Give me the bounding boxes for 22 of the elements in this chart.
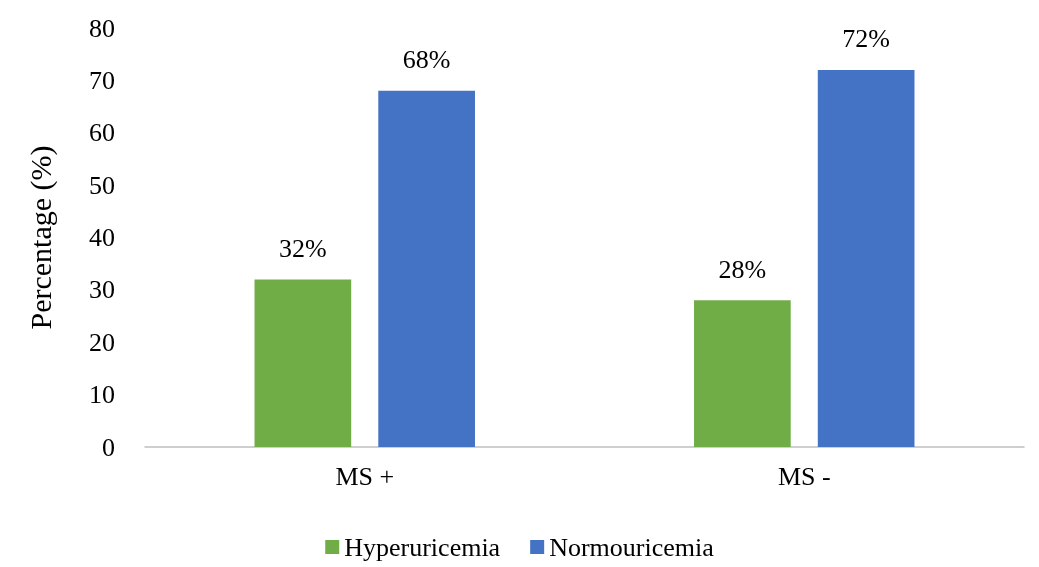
- legend-label: Normouricemia: [549, 532, 715, 562]
- bar: [694, 300, 791, 447]
- y-tick-label: 20: [89, 327, 115, 357]
- x-tick-label: MS -: [777, 461, 831, 491]
- y-tick-label: 10: [89, 380, 115, 410]
- data-label: 72%: [842, 24, 890, 54]
- y-tick-label: 50: [89, 170, 115, 200]
- y-tick-label: 70: [89, 65, 115, 95]
- data-label: 68%: [402, 45, 451, 75]
- y-axis-title: Percentage (%): [23, 145, 58, 330]
- legend-label: Hyperuricemia: [344, 532, 501, 562]
- y-tick-label: 0: [102, 432, 115, 462]
- y-tick-label: 40: [89, 223, 115, 252]
- x-tick-label: MS +: [335, 461, 395, 491]
- bar: [378, 90, 475, 447]
- y-tick-label: 80: [89, 13, 115, 43]
- y-tick-label: 60: [89, 118, 115, 148]
- data-label: 28%: [718, 254, 767, 284]
- bar: [817, 69, 915, 447]
- data-label: 32%: [279, 233, 327, 263]
- y-tick-label: 30: [89, 275, 115, 305]
- bar: [254, 279, 352, 447]
